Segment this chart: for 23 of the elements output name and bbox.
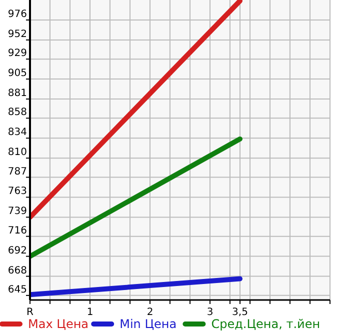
y-tick-label: 881 [8, 88, 27, 100]
x-tick-label: 3 [206, 307, 214, 318]
y-tick-label: 810 [8, 147, 27, 158]
y-tick-label: 716 [8, 225, 27, 236]
x-tick-label: 3,5 [232, 307, 248, 318]
x-tick-label: 1 [86, 307, 94, 318]
x-tick-label: R [26, 307, 34, 318]
y-tick-label: 645 [8, 284, 27, 296]
y-tick-label: 692 [8, 245, 27, 256]
y-tick-label: 668 [8, 265, 27, 276]
y-tick-label: 976 [8, 8, 27, 20]
legend-label: Сред.Цена, т.йен [211, 317, 320, 331]
y-tick-label: 905 [8, 68, 27, 80]
legend-label: Max Цена [28, 317, 89, 331]
y-tick-label: 858 [8, 107, 27, 118]
x-tick-label: 2 [146, 307, 154, 318]
y-tick-label: 929 [8, 48, 27, 60]
y-tick-label: 739 [8, 206, 27, 218]
y-tick-label: 952 [8, 28, 27, 40]
y-tick-label: 787 [8, 166, 27, 178]
y-tick-label: 834 [8, 127, 27, 138]
y-tick-label: 763 [8, 186, 27, 198]
legend-label: Min Цена [120, 317, 177, 331]
